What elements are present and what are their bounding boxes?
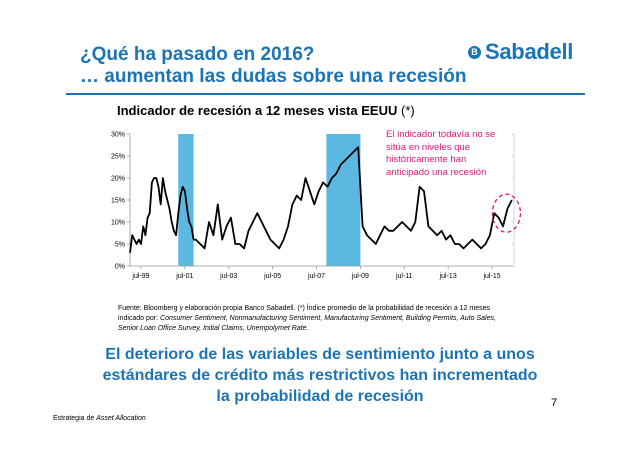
chart-source-note: Fuente: Bloomberg y elaboración propia B…	[118, 304, 518, 334]
logo-mark-icon: B	[468, 45, 481, 59]
title-divider	[66, 93, 585, 95]
x-tick-label: jul-13	[439, 273, 457, 280]
y-tick-label: 30%	[111, 132, 125, 139]
x-tick-label: jul-03	[219, 273, 237, 280]
x-tick-label: jul-05	[263, 273, 281, 280]
highlight-circle	[491, 193, 522, 233]
sabadell-logo: B Sabadell	[468, 39, 573, 65]
y-tick-label: 0%	[115, 264, 125, 271]
chart-title-text: Indicador de recesión a 12 meses vista E…	[117, 103, 398, 118]
slide-title: ¿Qué ha pasado en 2016? … aumentan las d…	[80, 44, 466, 88]
footer-text: Estrategia de Asset Allocation	[53, 415, 146, 422]
y-tick-label: 5%	[115, 242, 125, 249]
footer-prefix: Estrategia de	[53, 415, 97, 422]
chart-title: Indicador de recesión a 12 meses vista E…	[117, 103, 415, 118]
x-tick-label: jul-07	[307, 273, 325, 280]
y-tick-label: 20%	[111, 176, 125, 183]
title-line-1: ¿Qué ha pasado en 2016?	[80, 44, 315, 65]
logo-text: Sabadell	[485, 39, 574, 64]
x-tick-label: jul-01	[175, 273, 193, 280]
y-tick-label: 15%	[111, 198, 125, 205]
recession-band-2	[326, 134, 361, 266]
x-tick-label: jul-11	[395, 273, 413, 280]
source-italic-text: Consumer Sentiment, Nonmanufacturing Sen…	[118, 315, 496, 332]
chart-annotation: El indicador todavía no se sitúa en nive…	[386, 129, 496, 178]
footer-italic: Asset Allocation	[96, 415, 146, 422]
title-line-2: … aumentan las dudas sobre una recesión	[80, 66, 467, 87]
page-number: 7	[551, 397, 558, 409]
conclusion-text: El deterioro de las variables de sentimi…	[102, 346, 538, 405]
x-tick-label: jul-09	[351, 273, 369, 280]
y-tick-label: 10%	[111, 220, 125, 227]
source-text: Fuente: Bloomberg y elaboración propia B…	[118, 305, 491, 322]
y-tick-label: 25%	[111, 154, 125, 161]
x-tick-label: jul-15	[482, 273, 500, 280]
chart-title-suffix: (*)	[400, 103, 415, 118]
x-tick-label: jul-99	[131, 273, 149, 280]
recession-indicator-line	[129, 146, 513, 253]
